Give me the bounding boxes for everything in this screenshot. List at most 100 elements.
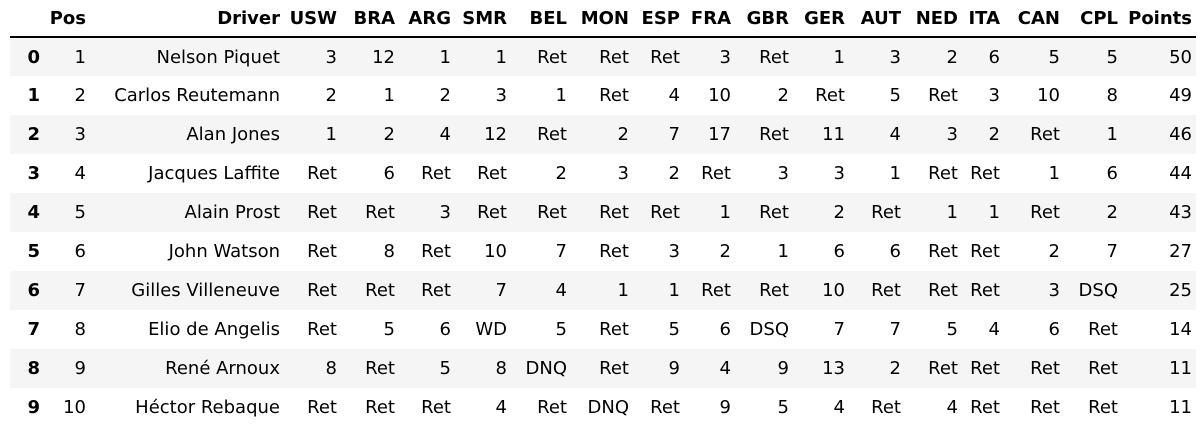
cell-ned: 1 (905, 193, 962, 232)
cell-ger: 6 (793, 232, 849, 271)
cell-mon: 3 (571, 154, 633, 193)
cell-aut: 3 (849, 37, 905, 76)
cell-fra: 4 (684, 349, 735, 388)
cell-mon: DNQ (571, 388, 633, 427)
column-header-can: CAN (1004, 0, 1064, 38)
cell-pos: 3 (44, 115, 90, 154)
table-row: 1 2 Carlos Reutemann 2 1 2 3 1 Ret 4 10 2 Ret 5 Ret 3 10… (10, 76, 1196, 115)
cell-cpl: 6 (1064, 154, 1122, 193)
cell-points: 14 (1122, 310, 1196, 349)
cell-esp: 7 (633, 115, 684, 154)
cell-arg: 5 (399, 349, 455, 388)
cell-gbr: 1 (735, 232, 793, 271)
cell-bra: 5 (341, 310, 399, 349)
cell-esp: 4 (633, 76, 684, 115)
column-header-usw: USW (284, 0, 341, 38)
column-header-gbr: GBR (735, 0, 793, 38)
cell-esp: 5 (633, 310, 684, 349)
cell-mon: 2 (571, 115, 633, 154)
cell-bra: 8 (341, 232, 399, 271)
cell-driver: Jacques Laffite (90, 154, 284, 193)
cell-ned: Ret (905, 349, 962, 388)
cell-driver: Héctor Rebaque (90, 388, 284, 427)
column-header-cpl: CPL (1064, 0, 1122, 38)
cell-gbr: Ret (735, 271, 793, 310)
cell-usw: 1 (284, 115, 341, 154)
cell-mon: Ret (571, 193, 633, 232)
cell-arg: 4 (399, 115, 455, 154)
cell-pos: 5 (44, 193, 90, 232)
column-header-arg: ARG (399, 0, 455, 38)
row-index: 4 (10, 193, 44, 232)
cell-ita: 4 (962, 310, 1004, 349)
column-header-bel: BEL (511, 0, 571, 38)
column-header-mon: MON (571, 0, 633, 38)
cell-cpl: 2 (1064, 193, 1122, 232)
table-row: 8 9 René Arnoux 8 Ret 5 8 DNQ Ret 9 4 9 13 2 Ret Ret Ret… (10, 349, 1196, 388)
column-header-esp: ESP (633, 0, 684, 38)
cell-usw: Ret (284, 271, 341, 310)
cell-bra: 2 (341, 115, 399, 154)
cell-arg: 6 (399, 310, 455, 349)
cell-ger: Ret (793, 76, 849, 115)
cell-arg: 1 (399, 37, 455, 76)
cell-points: 11 (1122, 388, 1196, 427)
cell-smr: 1 (455, 37, 511, 76)
cell-gbr: 5 (735, 388, 793, 427)
cell-bra: Ret (341, 349, 399, 388)
cell-points: 11 (1122, 349, 1196, 388)
table-row: 4 5 Alain Prost Ret Ret 3 Ret Ret Ret Ret 1 Ret 2 Ret… (10, 193, 1196, 232)
cell-bra: Ret (341, 271, 399, 310)
cell-driver: Alain Prost (90, 193, 284, 232)
cell-fra: 17 (684, 115, 735, 154)
cell-smr: 3 (455, 76, 511, 115)
header-row: Pos Driver USW BRA ARG SMR BEL MON ESP F… (10, 0, 1196, 38)
cell-mon: Ret (571, 310, 633, 349)
cell-cpl: 1 (1064, 115, 1122, 154)
cell-ger: 1 (793, 37, 849, 76)
cell-ita: Ret (962, 349, 1004, 388)
cell-cpl: 7 (1064, 232, 1122, 271)
cell-usw: 3 (284, 37, 341, 76)
cell-bra: 12 (341, 37, 399, 76)
cell-bel: 4 (511, 271, 571, 310)
cell-bel: 7 (511, 232, 571, 271)
cell-ger: 3 (793, 154, 849, 193)
cell-arg: 3 (399, 193, 455, 232)
cell-bel: 5 (511, 310, 571, 349)
cell-smr: Ret (455, 193, 511, 232)
cell-fra: 2 (684, 232, 735, 271)
column-header-ger: GER (793, 0, 849, 38)
cell-can: Ret (1004, 115, 1064, 154)
cell-ita: Ret (962, 232, 1004, 271)
cell-esp: 2 (633, 154, 684, 193)
cell-smr: Ret (455, 154, 511, 193)
cell-bra: Ret (341, 193, 399, 232)
column-header-pos: Pos (44, 0, 90, 38)
cell-mon: 1 (571, 271, 633, 310)
cell-arg: Ret (399, 232, 455, 271)
cell-gbr: 9 (735, 349, 793, 388)
cell-ned: Ret (905, 76, 962, 115)
table-row: 9 10 Héctor Rebaque Ret Ret Ret 4 Ret DNQ Ret 9 5 4 R… (10, 388, 1196, 427)
cell-pos: 10 (44, 388, 90, 427)
cell-esp: Ret (633, 37, 684, 76)
cell-ned: Ret (905, 232, 962, 271)
cell-usw: Ret (284, 388, 341, 427)
row-index: 5 (10, 232, 44, 271)
cell-cpl: Ret (1064, 388, 1122, 427)
cell-bra: 1 (341, 76, 399, 115)
column-header-smr: SMR (455, 0, 511, 38)
cell-driver: Alan Jones (90, 115, 284, 154)
cell-driver: Nelson Piquet (90, 37, 284, 76)
cell-can: 5 (1004, 37, 1064, 76)
cell-bel: 1 (511, 76, 571, 115)
cell-cpl: DSQ (1064, 271, 1122, 310)
cell-points: 49 (1122, 76, 1196, 115)
cell-ger: 10 (793, 271, 849, 310)
cell-fra: 9 (684, 388, 735, 427)
cell-can: 2 (1004, 232, 1064, 271)
cell-points: 25 (1122, 271, 1196, 310)
cell-ita: Ret (962, 271, 1004, 310)
cell-driver: Gilles Villeneuve (90, 271, 284, 310)
